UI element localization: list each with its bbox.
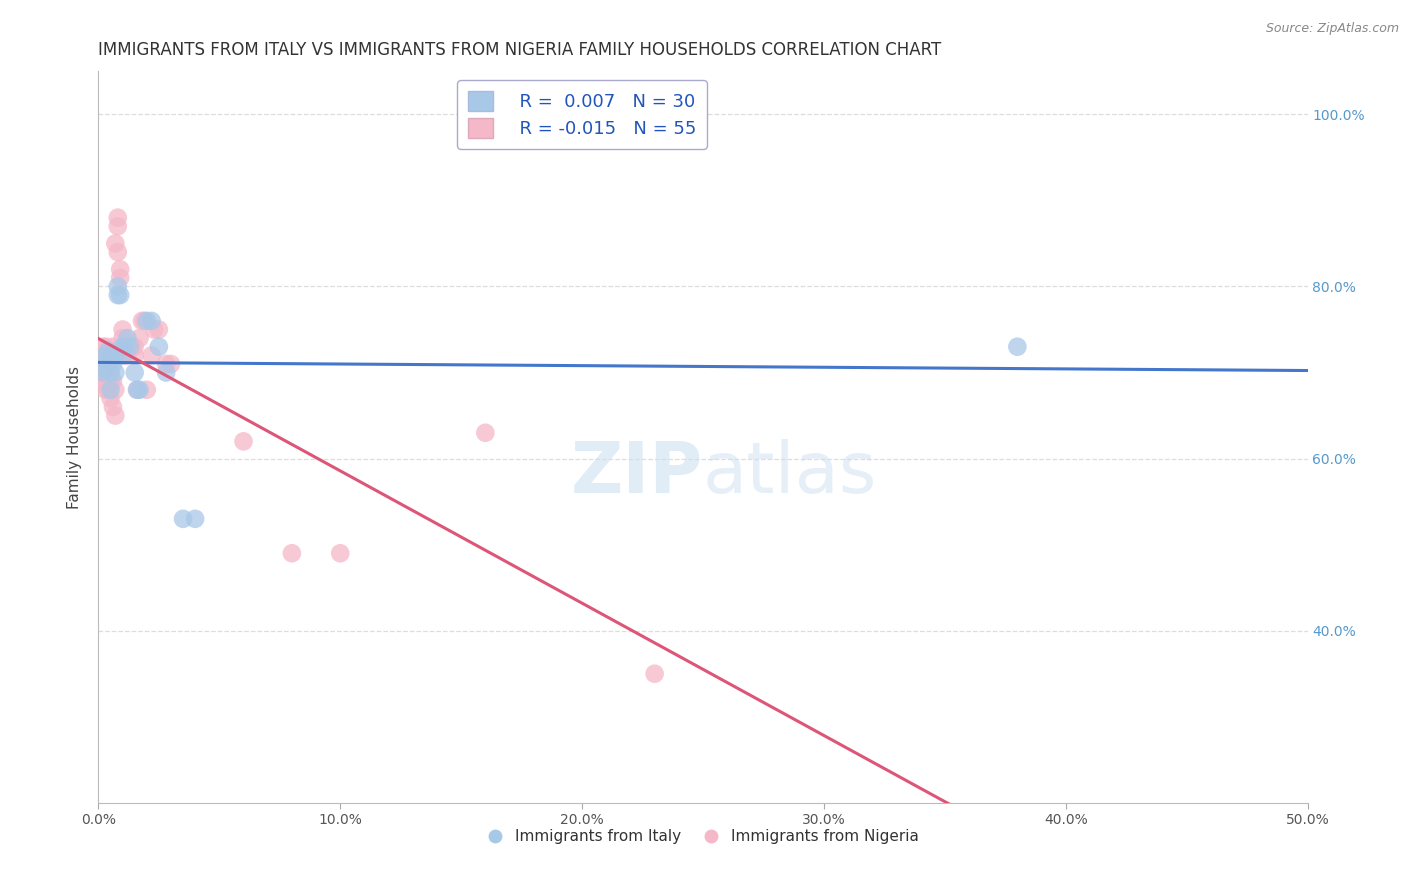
Point xyxy=(100,352,122,367)
Point xyxy=(148,340,170,354)
Point xyxy=(100,348,122,362)
Point xyxy=(101,348,124,362)
Point xyxy=(94,357,117,371)
Point xyxy=(127,383,149,397)
Point xyxy=(232,434,254,449)
Point xyxy=(644,666,666,681)
Text: Source: ZipAtlas.com: Source: ZipAtlas.com xyxy=(1265,22,1399,36)
Point xyxy=(172,512,194,526)
Point xyxy=(107,211,129,225)
Point xyxy=(94,374,117,388)
Point xyxy=(107,288,129,302)
Point xyxy=(155,366,177,380)
Point xyxy=(91,357,114,371)
Point xyxy=(155,357,177,371)
Point xyxy=(91,366,114,380)
Point xyxy=(108,262,131,277)
Y-axis label: Family Households: Family Households xyxy=(67,366,83,508)
Point xyxy=(104,383,127,397)
Point xyxy=(117,348,139,362)
Point xyxy=(97,366,120,380)
Point xyxy=(124,340,146,354)
Point xyxy=(141,348,163,362)
Point xyxy=(108,288,131,302)
Point xyxy=(91,374,114,388)
Point xyxy=(111,340,134,354)
Point xyxy=(107,279,129,293)
Point xyxy=(128,331,150,345)
Point xyxy=(131,314,153,328)
Point xyxy=(104,348,127,362)
Point xyxy=(90,348,112,362)
Text: IMMIGRANTS FROM ITALY VS IMMIGRANTS FROM NIGERIA FAMILY HOUSEHOLDS CORRELATION C: IMMIGRANTS FROM ITALY VS IMMIGRANTS FROM… xyxy=(98,41,942,59)
Point xyxy=(141,314,163,328)
Point xyxy=(91,366,114,380)
Point xyxy=(124,366,146,380)
Point xyxy=(117,331,139,345)
Point xyxy=(160,357,183,371)
Point xyxy=(94,366,117,380)
Point xyxy=(111,322,134,336)
Point xyxy=(94,383,117,397)
Point xyxy=(97,383,120,397)
Text: ZIP: ZIP xyxy=(571,439,703,508)
Point xyxy=(143,322,166,336)
Point xyxy=(100,366,122,380)
Point xyxy=(111,331,134,345)
Point xyxy=(114,340,136,354)
Point xyxy=(114,348,136,362)
Point xyxy=(1007,340,1029,354)
Point xyxy=(114,340,136,354)
Point xyxy=(111,348,134,362)
Legend: Immigrants from Italy, Immigrants from Nigeria: Immigrants from Italy, Immigrants from N… xyxy=(481,822,925,850)
Point xyxy=(100,366,122,380)
Point xyxy=(101,374,124,388)
Text: atlas: atlas xyxy=(703,439,877,508)
Point xyxy=(104,409,127,423)
Point xyxy=(108,271,131,285)
Point xyxy=(329,546,352,560)
Point xyxy=(107,219,129,234)
Point xyxy=(94,361,117,376)
Point xyxy=(97,357,120,371)
Point xyxy=(104,236,127,251)
Point xyxy=(90,357,112,371)
Point xyxy=(135,314,157,328)
Point xyxy=(107,245,129,260)
Point xyxy=(118,340,141,354)
Point xyxy=(474,425,496,440)
Point xyxy=(121,340,143,354)
Point xyxy=(124,348,146,362)
Point xyxy=(101,400,124,414)
Point xyxy=(100,383,122,397)
Point xyxy=(104,366,127,380)
Point xyxy=(97,348,120,362)
Point xyxy=(97,352,120,367)
Point xyxy=(135,383,157,397)
Point xyxy=(94,348,117,362)
Point xyxy=(91,340,114,354)
Point xyxy=(134,314,156,328)
Point xyxy=(101,357,124,371)
Point xyxy=(148,322,170,336)
Point xyxy=(100,392,122,406)
Point xyxy=(101,340,124,354)
Point xyxy=(97,344,120,359)
Point xyxy=(94,340,117,354)
Point xyxy=(100,374,122,388)
Point xyxy=(128,383,150,397)
Point xyxy=(127,383,149,397)
Point xyxy=(118,340,141,354)
Point xyxy=(184,512,207,526)
Point xyxy=(101,348,124,362)
Point xyxy=(281,546,304,560)
